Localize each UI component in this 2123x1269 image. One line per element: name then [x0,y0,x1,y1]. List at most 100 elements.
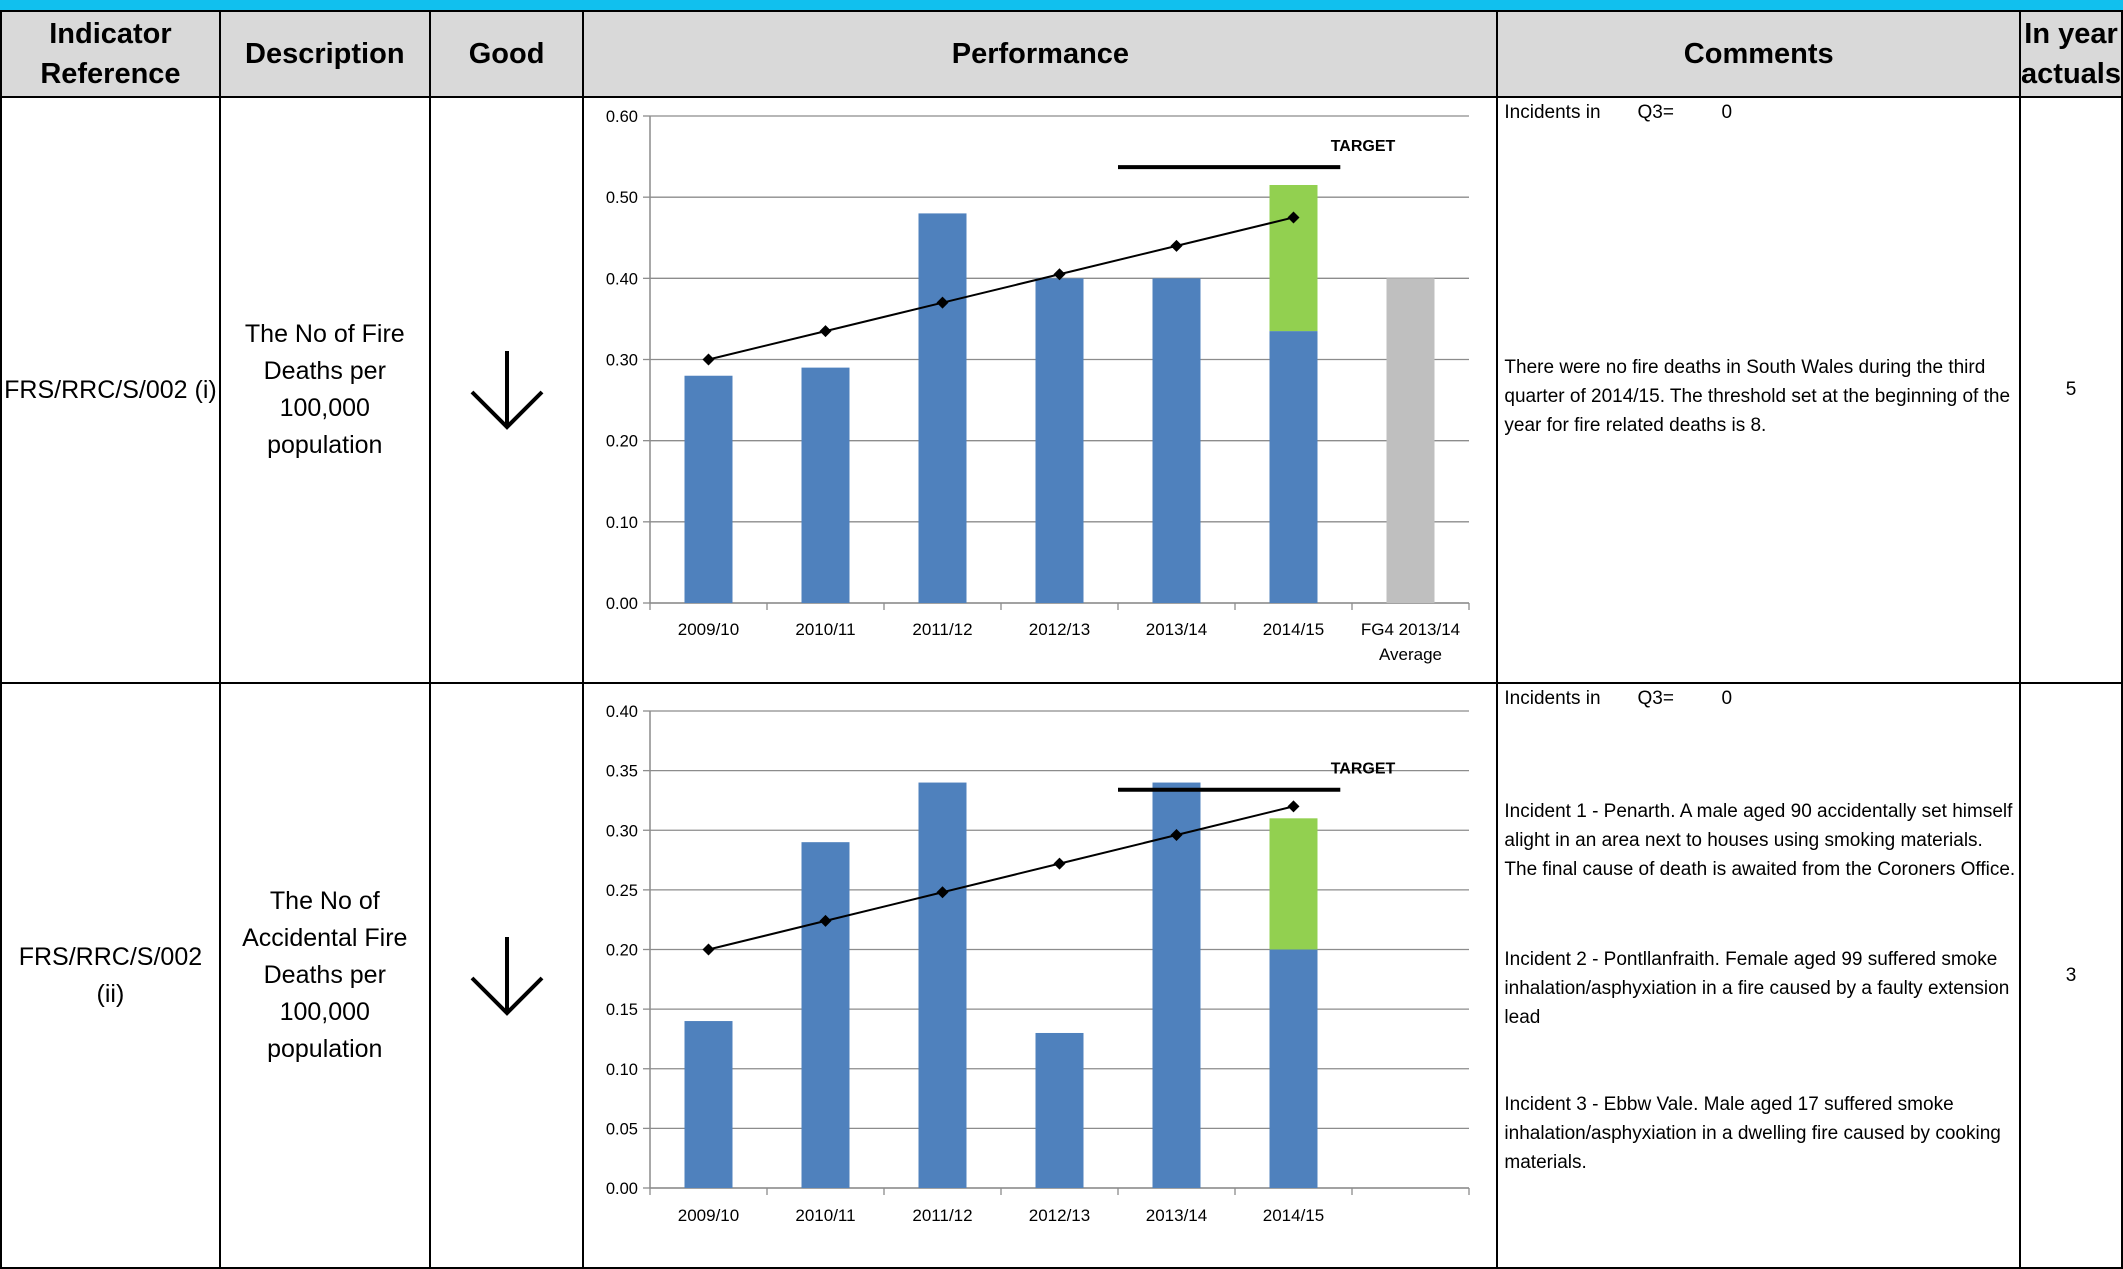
incidents-label: Incidents in [1504,688,1601,709]
indicator-description: The No of Accidental Fire Deaths per 100… [218,682,431,1269]
bar [918,782,967,1188]
y-tick-label: 0.20 [606,433,638,451]
y-tick-label: 0.60 [606,108,638,126]
bar [1152,278,1201,603]
table-row: FRS/RRC/S/002 (ii) The No of Accidental … [0,682,2123,1269]
header-row: Indicator Reference Description Good Per… [0,10,2123,98]
good-direction [428,682,585,1269]
x-tick-label: 2014/15 [1263,620,1324,639]
trend-point [702,943,715,956]
bar [684,375,733,603]
header-description: Description [218,10,431,98]
bar [1386,278,1435,603]
bar [684,1021,733,1188]
header-comments: Comments [1496,10,2022,98]
x-tick-label: 2010/11 [796,620,856,639]
performance-cell: 0.00 0.10 0.20 0.30 0.40 0.50 0.60 TARGET 2009/1… [582,96,1499,684]
y-tick-label: 0.40 [606,270,638,288]
y-tick-label: 0.10 [606,1061,638,1079]
x-tick-label: 2009/10 [678,620,739,639]
trend-point [702,353,715,366]
trend-line [708,216,1295,361]
trend-point [936,296,949,309]
comment-block: Incident 3 - Ebbw Vale. Male aged 17 suf… [1504,1090,2017,1177]
quarter-value: 0 [1721,688,1733,709]
trend-point [1053,268,1066,281]
y-tick-label: 0.50 [606,189,638,207]
y-tick-label: 0.05 [606,1120,638,1138]
x-tick-label: 2011/12 [913,620,973,639]
trend-point [819,914,832,927]
bar [918,213,967,603]
x-tick-label: 2009/10 [678,1206,739,1225]
x-tick-label: 2013/14 [1146,1206,1207,1225]
y-tick-label: 0.30 [606,352,638,370]
trend-point [1170,829,1183,842]
good-direction [428,96,585,684]
y-tick-label: 0.10 [606,514,638,532]
table-row: FRS/RRC/S/002 (i) The No of Fire Deaths … [0,96,2123,684]
x-tick-label: 2011/12 [913,1206,973,1225]
trend-point [1170,239,1183,252]
in-year-actual: 3 [2019,682,2123,1269]
x-tick-label: 2014/15 [1263,1206,1324,1225]
x-tick-label: 2013/14 [1146,620,1207,639]
comment-block: There were no fire deaths in South Wales… [1504,353,2017,440]
arrow-down-icon [470,351,543,430]
comments-cell: Incidents in Q3= 0 Incident 1 - Penarth.… [1496,682,2022,1269]
comment-text: Incident 1 - Penarth. A male aged 90 acc… [1504,801,2016,880]
header-good: Good [428,10,585,98]
header-actuals: In year actuals [2019,10,2123,98]
target-label: TARGET [1331,761,1396,778]
y-tick-label: 0.20 [606,942,638,960]
header-reference: Indicator Reference [0,10,221,98]
arrow-down-icon [470,936,543,1016]
trend-point [936,886,949,899]
incidents-summary: Incidents in Q3= 0 [1504,98,1732,127]
comment-block: Incident 1 - Penarth. A male aged 90 acc… [1504,797,2017,884]
bar [1152,782,1201,1188]
incidents-label: Incidents in [1504,102,1601,123]
x-tick-label: FG4 2013/14 Average [1361,620,1460,664]
quarter-label: Q3= [1637,688,1674,709]
indicator-description: The No of Fire Deaths per 100,000 popula… [218,96,431,684]
bar [1269,331,1318,603]
header-performance: Performance [582,10,1499,98]
performance-chart: 0.00 0.10 0.20 0.30 0.40 0.50 0.60 TARGET 2009/1… [606,108,1471,664]
performance-chart: 0.00 0.05 0.10 0.15 0.20 0.25 0.30 0.35 0.40 TARG… [606,703,1471,1225]
x-tick-label: 2012/13 [1029,1206,1090,1225]
indicator-reference: FRS/RRC/S/002 (ii) [0,682,221,1269]
y-tick-label: 0.00 [606,595,638,613]
bar-stack-segment [1269,184,1318,332]
in-year-actual: 5 [2019,96,2123,684]
y-tick-label: 0.15 [606,1001,638,1019]
x-tick-label: 2010/11 [796,1206,856,1225]
target-label: TARGET [1331,138,1396,155]
quarter-value: 0 [1721,102,1733,123]
trend-point [819,325,832,338]
x-tick-label: 2012/13 [1029,620,1090,639]
trend-point [1287,211,1300,224]
quarter-label: Q3= [1637,102,1674,123]
bar [1035,278,1084,603]
y-tick-label: 0.00 [606,1180,638,1198]
bar [1269,949,1318,1188]
y-tick-label: 0.35 [606,763,638,781]
performance-cell: 0.00 0.05 0.10 0.15 0.20 0.25 0.30 0.35 0.40 TARG… [582,682,1499,1269]
performance-table: Indicator Reference Description Good Per… [0,10,2123,1269]
y-tick-label: 0.30 [606,822,638,840]
comment-text: Incident 3 - Ebbw Vale. Male aged 17 suf… [1504,1094,2001,1173]
comments-cell: Incidents in Q3= 0 There were no fire de… [1496,96,2022,684]
bar [801,367,850,603]
trend-point [1053,857,1066,870]
comment-text: Incident 2 - Pontllanfraith. Female aged… [1504,949,2010,1028]
bar-stack-segment [1269,818,1318,950]
indicator-reference: FRS/RRC/S/002 (i) [0,96,221,684]
comment-text: There were no fire deaths in South Wales… [1504,357,2011,436]
bar [1035,1032,1084,1188]
incidents-summary: Incidents in Q3= 0 [1504,684,1732,713]
trend-line [708,805,1295,951]
y-tick-label: 0.25 [606,882,638,900]
comment-block: Incident 2 - Pontllanfraith. Female aged… [1504,945,2017,1032]
y-tick-label: 0.40 [606,703,638,721]
